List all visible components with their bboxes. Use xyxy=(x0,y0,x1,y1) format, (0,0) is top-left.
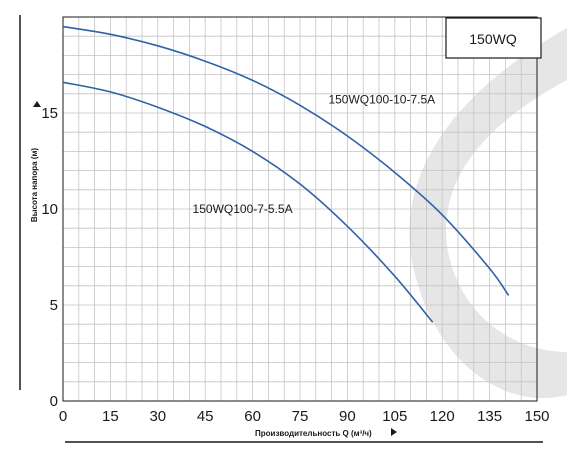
watermark-swoosh xyxy=(409,28,567,399)
x-axis-arrow-icon xyxy=(391,428,397,436)
background-decoration xyxy=(409,28,567,399)
x-tick-label: 75 xyxy=(292,408,309,425)
axes xyxy=(62,16,538,402)
x-tick-label: 135 xyxy=(477,408,502,425)
x-tick-labels: 0 15 30 45 60 75 90 105 120 135 150 xyxy=(59,408,550,425)
series-label-2: 150WQ100-7-5.5A xyxy=(193,202,293,216)
x-tick-label: 105 xyxy=(382,408,407,425)
x-tick-label: 90 xyxy=(339,408,356,425)
series-label-1: 150WQ100-10-7.5A xyxy=(328,92,435,106)
y-axis-label: Высота напора (м) xyxy=(30,148,39,222)
y-tick-label: 0 xyxy=(50,393,58,410)
series-line-2 xyxy=(62,81,434,323)
y-axis-arrow-icon xyxy=(33,101,41,107)
x-tick-label: 30 xyxy=(149,408,166,425)
grid xyxy=(62,17,538,401)
x-tick-label: 15 xyxy=(102,408,119,425)
y-tick-label: 10 xyxy=(41,201,58,218)
x-tick-label: 0 xyxy=(59,408,67,425)
plot-frame xyxy=(62,16,538,402)
series-line-1 xyxy=(62,25,510,296)
y-tick-label: 5 xyxy=(50,297,58,314)
x-tick-label: 150 xyxy=(524,408,549,425)
series-lines xyxy=(62,25,510,323)
y-tick-labels: 0 5 10 15 xyxy=(41,105,58,410)
x-axis-label: Производительность Q (м³/ч) xyxy=(255,429,372,438)
model-label-box: 150WQ xyxy=(445,17,542,59)
x-tick-label: 120 xyxy=(430,408,455,425)
model-label: 150WQ xyxy=(469,31,517,47)
series-labels: 150WQ100-10-7.5A 150WQ100-7-5.5A xyxy=(193,92,436,215)
x-tick-label: 60 xyxy=(244,408,261,425)
y-tick-label: 15 xyxy=(41,105,58,122)
x-tick-label: 45 xyxy=(197,408,214,425)
